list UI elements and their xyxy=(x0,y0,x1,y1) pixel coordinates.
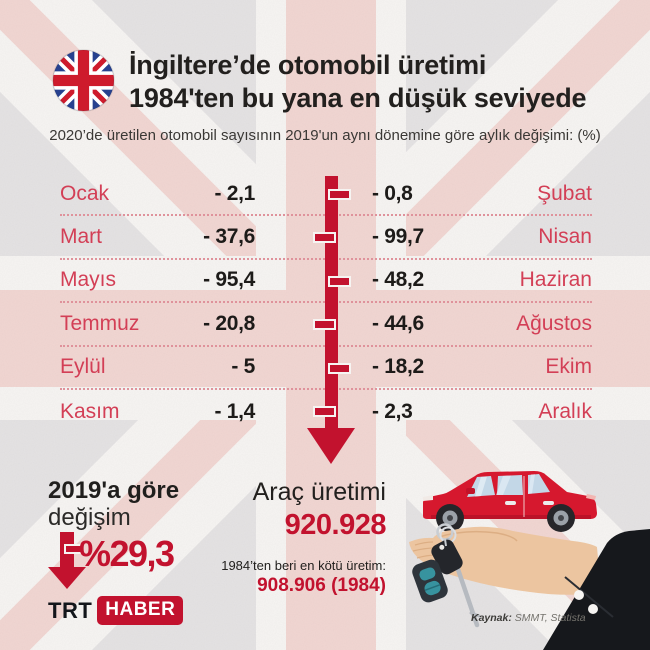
month-right: Şubat xyxy=(537,181,592,205)
car-icon xyxy=(423,471,597,532)
month-left: Temmuz xyxy=(60,311,140,335)
timeline-tick xyxy=(313,232,336,243)
table-row: Temmuz - 20,8 - 44,6 Ağustos xyxy=(60,303,592,347)
title-line-1: İngiltere’de otomobil üretimi xyxy=(129,50,487,80)
month-right: Ağustos xyxy=(516,311,592,335)
logo-trt-text: TRT xyxy=(48,597,93,623)
title-line-2: 1984'ten bu yana en düşük seviyede xyxy=(129,83,587,113)
production-label: Araç üretimi xyxy=(252,478,386,506)
uk-flag-icon xyxy=(52,49,115,112)
value-left: - 95,4 xyxy=(203,268,255,292)
value-left: - 20,8 xyxy=(203,311,255,335)
value-right: - 18,2 xyxy=(372,355,424,379)
small-arrowhead-icon xyxy=(48,567,86,589)
month-right: Ekim xyxy=(545,355,592,379)
cuff-button-icon xyxy=(574,590,584,600)
value-left: - 5 xyxy=(231,355,255,379)
production-stats: Araç üretimi 920.928 1984’ten beri en kö… xyxy=(221,478,386,597)
month-left: Mart xyxy=(60,225,102,249)
table-row: Ocak - 2,1 - 0,8 Şubat xyxy=(60,173,592,217)
timeline-tick xyxy=(313,406,336,417)
change-title: 2019'a göre xyxy=(48,477,180,504)
value-left: - 2,1 xyxy=(214,181,255,205)
value-left: - 1,4 xyxy=(214,399,255,423)
source-value: SMMT, Statista xyxy=(511,612,586,624)
month-right: Haziran xyxy=(519,268,592,292)
timeline-tick xyxy=(328,189,351,200)
car-keys-icon xyxy=(412,523,481,628)
table-row: Kasım - 1,4 - 2,3 Aralık xyxy=(60,390,592,433)
change-percentage: %29,3 xyxy=(79,533,175,574)
timeline-tick xyxy=(313,319,336,330)
page-title: İngiltere’de otomobil üretimi 1984'ten b… xyxy=(129,49,641,115)
value-right: - 2,3 xyxy=(372,399,413,423)
logo-haber-badge: HABER xyxy=(97,596,184,625)
trt-haber-logo: TRT HABER xyxy=(48,596,184,625)
month-left: Eylül xyxy=(60,355,106,379)
small-arrow-tick xyxy=(64,544,84,554)
month-right: Aralık xyxy=(538,399,592,423)
month-left: Ocak xyxy=(60,181,110,205)
hand-holding-car-illustration xyxy=(409,471,650,650)
value-right: - 99,7 xyxy=(372,225,424,249)
timeline-arrowhead-icon xyxy=(307,428,355,464)
value-right: - 44,6 xyxy=(372,311,424,335)
subtitle: 2020’de üretilen otomobil sayısının 2019… xyxy=(49,127,601,144)
month-right: Nisan xyxy=(538,225,592,249)
timeline-down-arrow-icon xyxy=(325,176,338,429)
month-left: Mayıs xyxy=(60,268,117,292)
value-right: - 0,8 xyxy=(372,181,413,205)
worst-production-value: 908.906 (1984) xyxy=(257,575,386,596)
change-subtitle: değişim xyxy=(48,504,131,531)
value-right: - 48,2 xyxy=(372,268,424,292)
production-value: 920.928 xyxy=(284,509,387,541)
month-left: Kasım xyxy=(60,399,120,423)
worst-production-label: 1984’ten beri en kötü üretim: xyxy=(221,558,386,573)
value-left: - 37,6 xyxy=(203,225,255,249)
source-label: Kaynak: xyxy=(471,612,512,624)
rear-wheel-icon xyxy=(547,504,575,532)
timeline-tick xyxy=(328,363,351,374)
timeline-tick xyxy=(328,276,351,287)
source-credit: Kaynak: SMMT, Statista xyxy=(471,612,586,624)
suit-sleeve xyxy=(543,529,650,650)
cuff-button-icon xyxy=(588,604,598,614)
